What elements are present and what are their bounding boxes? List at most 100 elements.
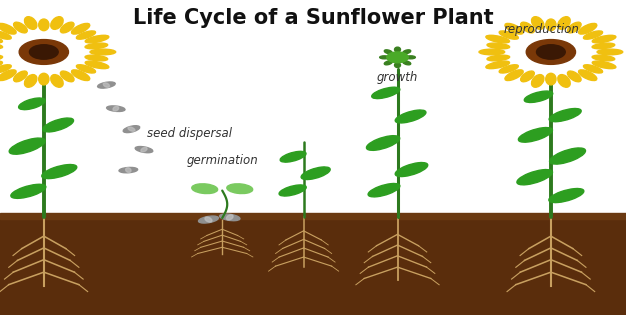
Ellipse shape [406, 56, 416, 59]
Ellipse shape [135, 146, 153, 153]
Ellipse shape [85, 43, 108, 49]
Circle shape [29, 45, 58, 59]
Ellipse shape [103, 83, 110, 87]
Ellipse shape [51, 17, 63, 29]
Ellipse shape [366, 136, 400, 150]
Ellipse shape [19, 98, 45, 110]
Ellipse shape [119, 167, 138, 173]
Ellipse shape [597, 49, 623, 55]
Ellipse shape [583, 65, 603, 73]
Ellipse shape [578, 70, 597, 81]
Ellipse shape [280, 151, 306, 162]
Ellipse shape [24, 75, 37, 87]
Ellipse shape [384, 50, 393, 54]
Ellipse shape [499, 65, 518, 73]
Ellipse shape [90, 49, 116, 55]
Ellipse shape [583, 31, 603, 39]
Ellipse shape [76, 65, 96, 73]
Bar [0, 216, 626, 315]
Ellipse shape [60, 22, 74, 33]
Ellipse shape [39, 19, 49, 31]
Ellipse shape [0, 31, 11, 39]
Ellipse shape [384, 61, 393, 65]
Circle shape [387, 52, 408, 63]
Ellipse shape [14, 71, 28, 82]
Circle shape [536, 45, 565, 59]
Ellipse shape [43, 118, 73, 132]
Ellipse shape [558, 17, 570, 29]
Ellipse shape [42, 164, 77, 179]
Ellipse shape [521, 71, 535, 82]
Ellipse shape [505, 23, 523, 34]
Ellipse shape [141, 147, 147, 152]
Ellipse shape [71, 23, 90, 34]
Ellipse shape [0, 23, 16, 34]
Ellipse shape [550, 148, 585, 164]
Ellipse shape [518, 128, 553, 142]
Ellipse shape [0, 43, 3, 49]
Ellipse shape [479, 49, 505, 55]
Ellipse shape [549, 108, 581, 122]
Ellipse shape [487, 43, 510, 49]
Ellipse shape [76, 31, 96, 39]
Ellipse shape [279, 185, 306, 196]
Ellipse shape [531, 17, 544, 29]
Ellipse shape [549, 188, 584, 203]
Ellipse shape [60, 71, 74, 82]
Ellipse shape [220, 214, 240, 221]
Circle shape [19, 40, 68, 64]
Text: reproduction: reproduction [503, 23, 580, 37]
Ellipse shape [394, 47, 401, 52]
Ellipse shape [505, 70, 523, 81]
Ellipse shape [592, 61, 616, 69]
Ellipse shape [9, 138, 45, 154]
Ellipse shape [546, 73, 556, 85]
Ellipse shape [198, 216, 218, 223]
Ellipse shape [0, 35, 3, 43]
Ellipse shape [403, 61, 411, 65]
Ellipse shape [487, 55, 510, 61]
Ellipse shape [558, 75, 570, 87]
Ellipse shape [11, 184, 46, 198]
Ellipse shape [394, 63, 401, 67]
Ellipse shape [403, 50, 411, 54]
Ellipse shape [14, 22, 28, 33]
Ellipse shape [192, 184, 218, 193]
Ellipse shape [546, 19, 556, 31]
Ellipse shape [524, 91, 553, 102]
Ellipse shape [126, 168, 131, 172]
Ellipse shape [567, 71, 581, 82]
Ellipse shape [51, 75, 63, 87]
Ellipse shape [578, 23, 597, 34]
Ellipse shape [0, 70, 16, 81]
Ellipse shape [128, 127, 135, 131]
Text: growth: growth [377, 71, 418, 84]
Ellipse shape [113, 106, 118, 111]
Ellipse shape [592, 55, 615, 61]
Ellipse shape [499, 31, 518, 39]
Ellipse shape [531, 75, 544, 87]
Ellipse shape [227, 215, 233, 220]
Ellipse shape [98, 82, 115, 88]
Ellipse shape [517, 169, 553, 185]
Ellipse shape [379, 56, 389, 59]
Bar [0, 213, 626, 219]
Ellipse shape [205, 217, 212, 222]
Text: Life Cycle of a Sunflower Plant: Life Cycle of a Sunflower Plant [133, 8, 493, 28]
Ellipse shape [227, 184, 253, 193]
Ellipse shape [486, 61, 510, 69]
Ellipse shape [592, 35, 616, 43]
Ellipse shape [395, 163, 428, 176]
Circle shape [526, 40, 575, 64]
Ellipse shape [521, 22, 535, 33]
Ellipse shape [39, 73, 49, 85]
Ellipse shape [395, 110, 426, 123]
Ellipse shape [567, 22, 581, 33]
Text: germination: germination [187, 154, 258, 167]
Ellipse shape [85, 35, 109, 43]
Ellipse shape [123, 126, 140, 133]
Ellipse shape [301, 167, 330, 180]
Ellipse shape [0, 61, 3, 69]
Ellipse shape [106, 106, 125, 112]
Ellipse shape [0, 65, 11, 73]
